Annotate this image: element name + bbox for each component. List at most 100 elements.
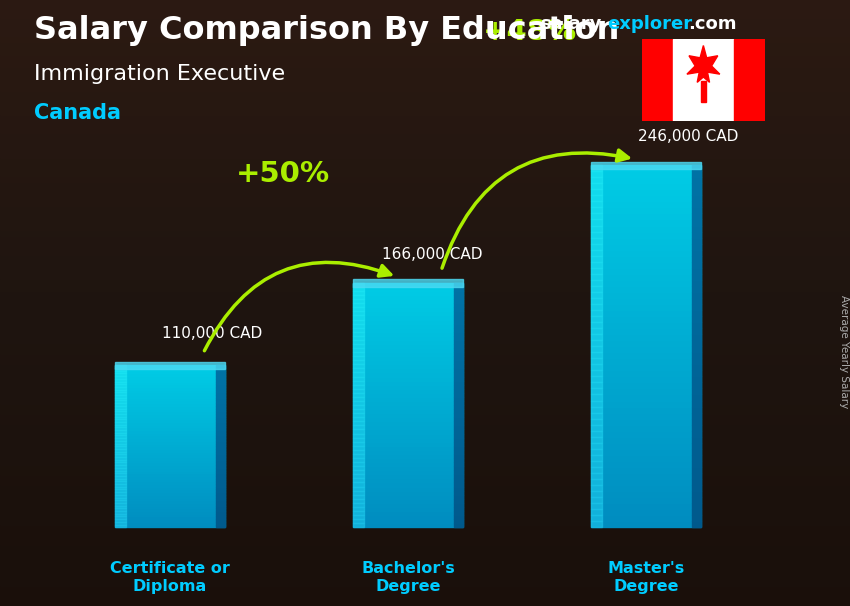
Bar: [0, 158, 850, 170]
Bar: [115, 436, 126, 438]
Bar: [693, 286, 701, 292]
Bar: [0, 374, 850, 394]
Bar: [693, 437, 701, 443]
Bar: [591, 473, 602, 479]
Bar: [0, 91, 850, 103]
Bar: [0, 535, 850, 556]
Bar: [693, 316, 701, 322]
Bar: [353, 336, 463, 340]
Bar: [455, 462, 463, 466]
Bar: [0, 188, 850, 200]
Bar: [455, 328, 463, 331]
Bar: [217, 490, 225, 492]
Bar: [591, 183, 602, 189]
Bar: [455, 421, 463, 425]
Bar: [353, 361, 463, 364]
Bar: [353, 405, 463, 409]
Bar: [217, 479, 225, 481]
Bar: [0, 556, 850, 576]
Bar: [0, 30, 850, 42]
Bar: [0, 515, 850, 535]
Text: .com: .com: [688, 15, 737, 33]
Bar: [693, 395, 701, 401]
Bar: [353, 319, 463, 324]
Bar: [115, 414, 225, 416]
Bar: [591, 425, 602, 431]
Bar: [353, 331, 364, 336]
Bar: [353, 442, 364, 446]
Bar: [115, 476, 225, 479]
Bar: [217, 476, 225, 479]
Bar: [591, 437, 701, 443]
Bar: [353, 389, 463, 393]
Bar: [353, 442, 463, 446]
Bar: [115, 487, 225, 490]
Bar: [591, 407, 701, 413]
Bar: [115, 371, 126, 373]
Bar: [115, 398, 126, 401]
Bar: [591, 316, 701, 322]
Bar: [217, 395, 225, 398]
Bar: [115, 411, 225, 414]
Bar: [353, 295, 463, 299]
Bar: [217, 522, 225, 525]
Bar: [115, 390, 126, 392]
Bar: [353, 389, 364, 393]
Bar: [115, 384, 126, 387]
Bar: [0, 206, 850, 218]
Bar: [353, 336, 364, 340]
Bar: [115, 422, 225, 425]
Bar: [455, 409, 463, 413]
Bar: [353, 381, 463, 385]
Bar: [115, 492, 225, 495]
Bar: [591, 376, 701, 382]
Bar: [0, 121, 850, 133]
Bar: [353, 381, 364, 385]
Bar: [217, 470, 225, 473]
Bar: [693, 388, 701, 395]
Bar: [455, 418, 463, 421]
Bar: [591, 443, 602, 449]
Bar: [115, 382, 126, 384]
Bar: [115, 498, 126, 500]
Bar: [115, 516, 126, 519]
Bar: [353, 438, 463, 442]
Bar: [353, 283, 364, 287]
Bar: [693, 382, 701, 388]
Bar: [353, 478, 364, 482]
Bar: [591, 515, 701, 521]
Bar: [455, 291, 463, 295]
Bar: [591, 286, 602, 292]
Bar: [693, 304, 701, 310]
Bar: [115, 441, 126, 444]
Bar: [591, 509, 602, 515]
Bar: [455, 478, 463, 482]
Bar: [217, 481, 225, 484]
Bar: [591, 328, 602, 334]
Text: 110,000 CAD: 110,000 CAD: [162, 326, 262, 341]
Bar: [693, 250, 701, 256]
Bar: [0, 97, 850, 109]
Bar: [591, 219, 602, 225]
Bar: [591, 238, 602, 244]
Bar: [353, 491, 364, 494]
Bar: [353, 446, 463, 450]
Bar: [591, 286, 701, 292]
Bar: [591, 328, 701, 334]
Bar: [455, 454, 463, 458]
Bar: [591, 461, 602, 467]
Bar: [353, 344, 463, 348]
Bar: [591, 171, 701, 177]
Bar: [591, 274, 701, 280]
Bar: [115, 522, 225, 525]
Bar: [591, 340, 602, 346]
Bar: [217, 427, 225, 430]
Bar: [115, 449, 126, 451]
Bar: [353, 316, 463, 319]
Bar: [115, 465, 225, 468]
Bar: [0, 291, 850, 303]
Bar: [353, 499, 364, 503]
Bar: [115, 373, 126, 376]
Bar: [455, 319, 463, 324]
Bar: [115, 500, 225, 503]
